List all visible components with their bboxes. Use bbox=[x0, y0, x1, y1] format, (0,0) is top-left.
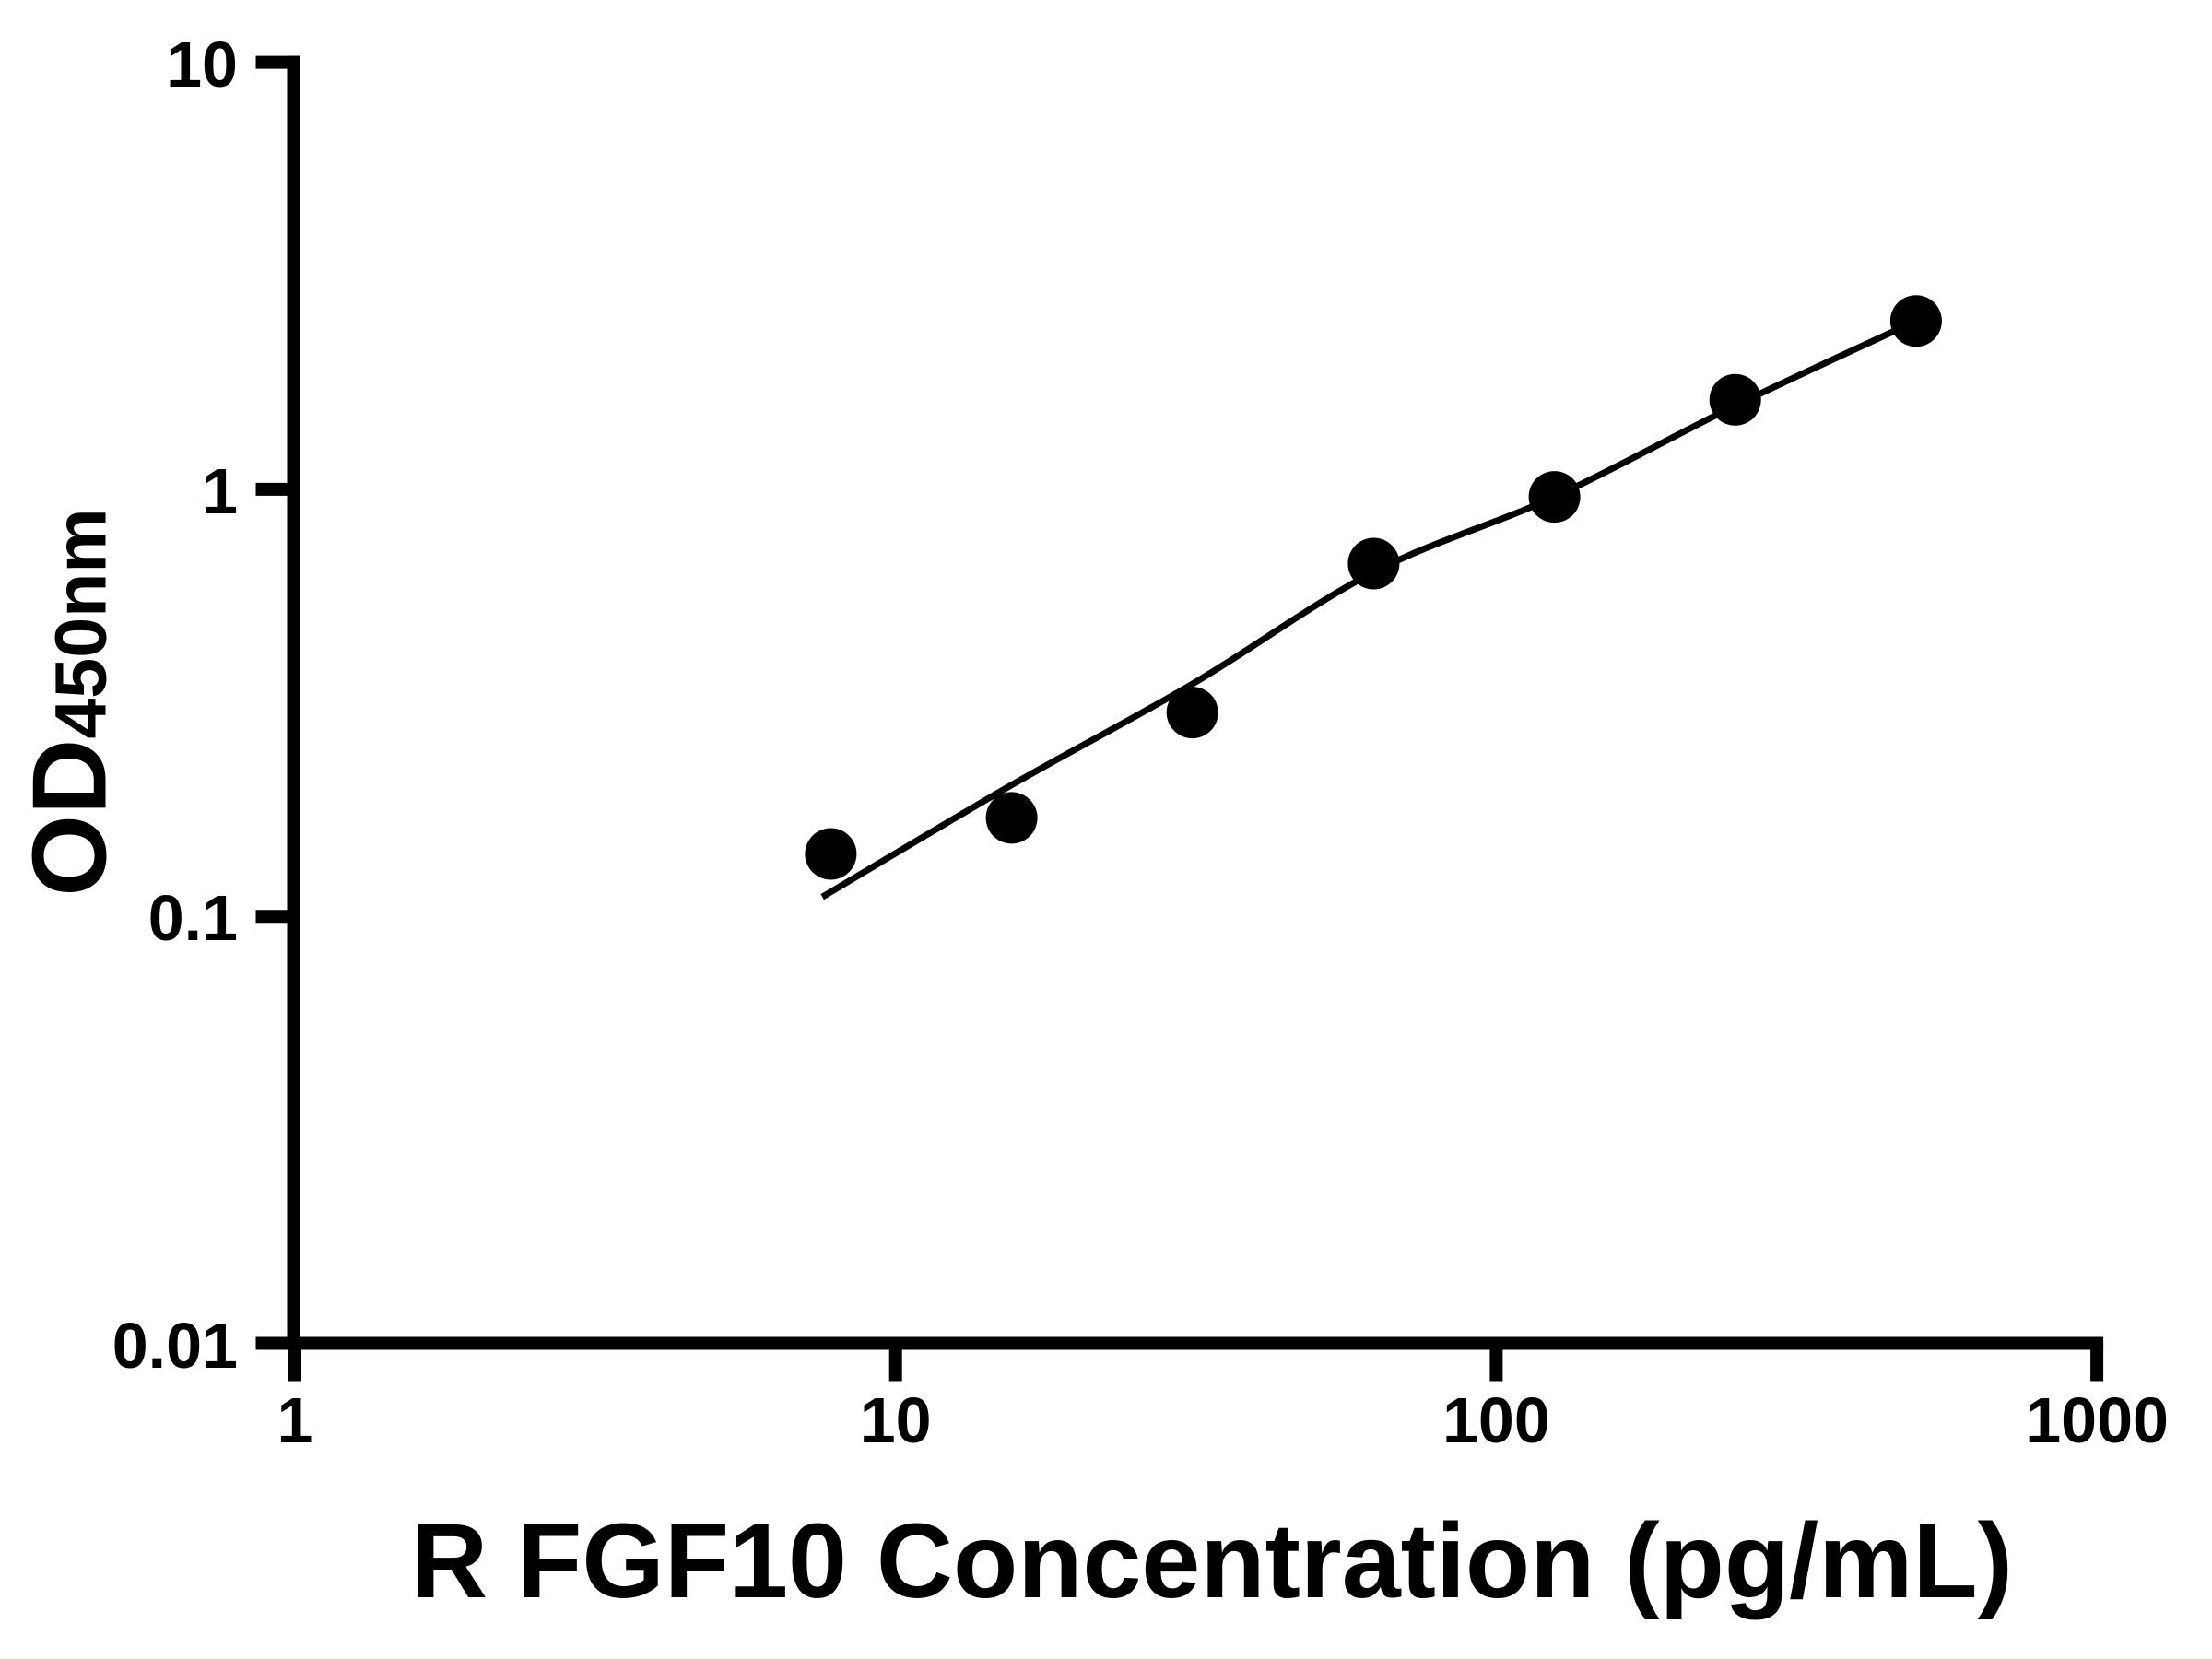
data-point bbox=[1709, 373, 1761, 426]
y-tick-label: 10 bbox=[166, 28, 238, 100]
x-axis-title: R FGF10 Concentration (pg/mL) bbox=[411, 1502, 2013, 1620]
y-axis-title: OD450nm bbox=[12, 508, 134, 896]
y-tick-label: 1 bbox=[202, 454, 238, 527]
x-tick-label: 10 bbox=[859, 1384, 932, 1456]
data-point bbox=[1347, 537, 1400, 590]
x-tick-label: 1 bbox=[276, 1384, 313, 1456]
y-tick-label: 0.1 bbox=[147, 882, 238, 955]
data-point bbox=[1889, 295, 1942, 347]
data-point bbox=[805, 828, 857, 880]
data-point bbox=[985, 792, 1038, 844]
x-tick-label: 100 bbox=[1441, 1384, 1550, 1456]
x-tick-label: 1000 bbox=[2025, 1384, 2169, 1456]
y-tick-label: 0.01 bbox=[112, 1309, 238, 1382]
data-point bbox=[1166, 687, 1218, 739]
y-axis-title-main: OD bbox=[11, 738, 129, 897]
data-point bbox=[1528, 471, 1581, 524]
y-axis-title-sub: 450nm bbox=[39, 508, 122, 739]
